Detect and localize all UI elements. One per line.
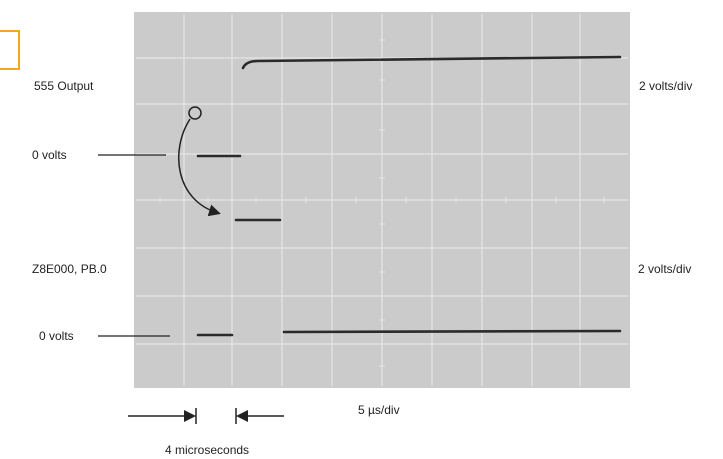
annotation-circle — [188, 106, 202, 120]
curved-arrow — [178, 118, 221, 217]
ch2-scale-label: 2 volts/div — [638, 262, 692, 276]
center-axis-ticks — [159, 39, 605, 367]
ch1-name-label: 555 Output — [34, 79, 94, 93]
trace-pb0-low-segment-b — [282, 329, 622, 334]
interval-arrows — [128, 408, 284, 424]
trace-555-output — [196, 55, 622, 158]
ch1-zero-label: 0 volts — [32, 148, 67, 162]
trace-555-high-segment — [241, 55, 622, 70]
ch1-scale-label: 2 volts/div — [639, 79, 693, 93]
trace-pb0 — [196, 218, 622, 337]
interval-label: 4 microseconds — [165, 443, 250, 457]
ch2-zero-label: 0 volts — [39, 329, 74, 343]
timebase-label: 5 µs/div — [358, 403, 400, 417]
ch2-name-label: Z8E000, PB.0 — [32, 262, 107, 276]
highlight-marker — [0, 30, 20, 70]
